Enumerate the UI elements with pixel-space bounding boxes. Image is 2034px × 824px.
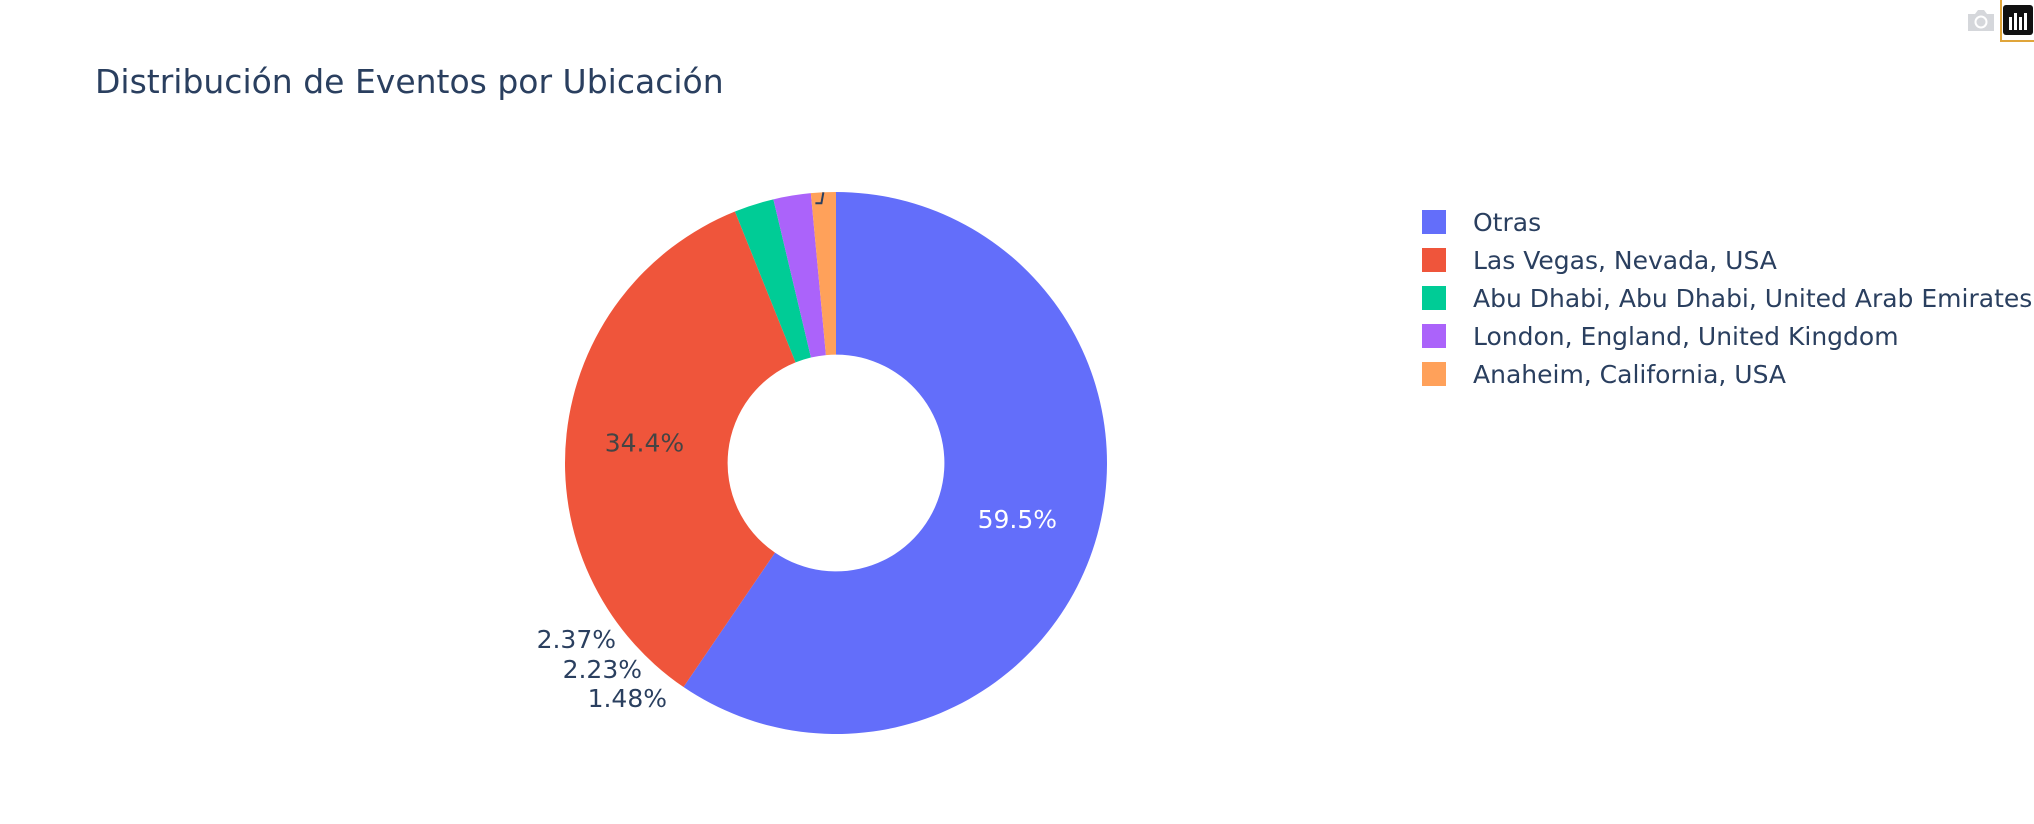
legend-label: Otras (1473, 208, 1541, 237)
plotly-logo-icon[interactable] (2000, 0, 2034, 42)
legend-swatch (1422, 362, 1446, 386)
pie-slice-las-vegas-nevada-usa[interactable] (565, 211, 796, 688)
legend-swatch (1422, 248, 1446, 272)
slice-leader-line (815, 192, 825, 205)
legend-item-anaheim-california-usa[interactable]: Anaheim, California, USA (1422, 360, 1786, 389)
pie-slice-otras[interactable] (683, 192, 1107, 734)
camera-icon[interactable] (1962, 0, 2000, 40)
slice-label-las-vegas-nevada-usa: 34.4% (605, 428, 684, 457)
slice-label-abu-dhabi-abu-dhabi-united-arab-emirates: 2.37% (537, 625, 616, 654)
chart-title: Distribución de Eventos por Ubicación (95, 62, 724, 101)
slice-label-anaheim-california-usa: 1.48% (588, 684, 667, 713)
legend-swatch (1422, 286, 1446, 310)
slice-label-london-england-united-kingdom: 2.23% (563, 655, 642, 684)
legend-label: Las Vegas, Nevada, USA (1473, 246, 1777, 275)
modebar (1962, 0, 2034, 44)
legend-item-london-england-united-kingdom[interactable]: London, England, United Kingdom (1422, 322, 1899, 351)
legend-label: Anaheim, California, USA (1473, 360, 1786, 389)
pie-slice-abu-dhabi-abu-dhabi-united-arab-emirates[interactable] (734, 199, 811, 363)
legend-label: Abu Dhabi, Abu Dhabi, United Arab Emirat… (1473, 284, 2032, 313)
legend-swatch (1422, 324, 1446, 348)
legend-swatch (1422, 210, 1446, 234)
slice-label-otras: 59.5% (978, 505, 1057, 534)
legend-item-otras[interactable]: Otras (1422, 208, 1541, 237)
legend-item-las-vegas-nevada-usa[interactable]: Las Vegas, Nevada, USA (1422, 246, 1777, 275)
pie-slice-london-england-united-kingdom[interactable] (773, 193, 826, 358)
legend: Otras Las Vegas, Nevada, USA Abu Dhabi, Ab… (1422, 208, 2032, 389)
legend-label: London, England, United Kingdom (1473, 322, 1899, 351)
pie-slices (565, 192, 1107, 734)
pie-slice-labels: 59.5% 34.4% 2.37%2.23%1.48% (537, 192, 1057, 713)
pie-slice-anaheim-california-usa[interactable] (810, 192, 836, 356)
legend-item-abu-dhabi-abu-dhabi-united-arab-emirates[interactable]: Abu Dhabi, Abu Dhabi, United Arab Emirat… (1422, 284, 2032, 313)
